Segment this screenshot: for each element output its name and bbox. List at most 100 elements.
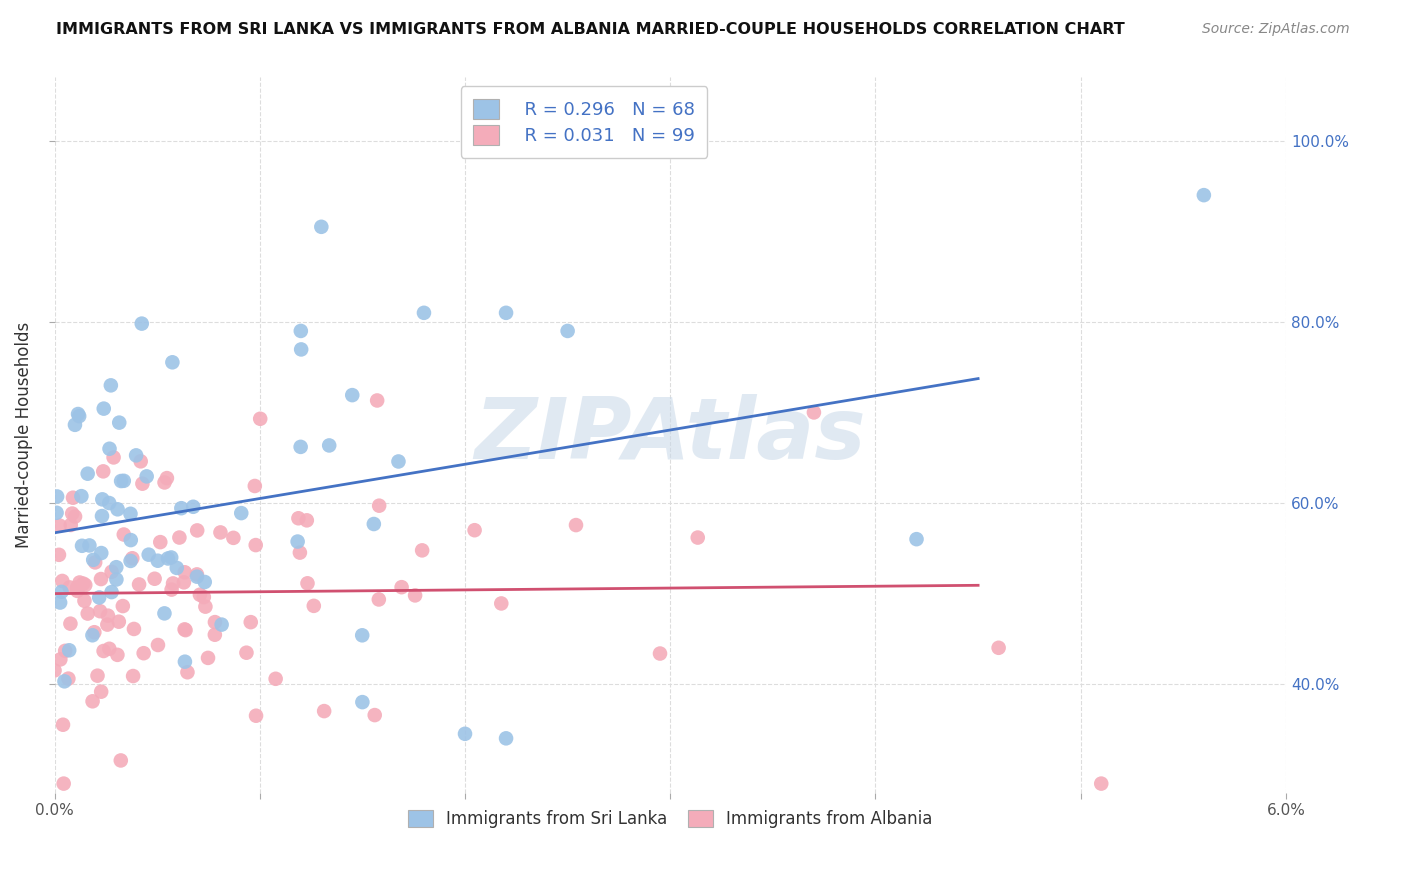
Point xyxy=(91,492,114,507)
Text: Source: ZipAtlas.com: Source: ZipAtlas.com xyxy=(1202,22,1350,37)
Point xyxy=(146,554,169,568)
Point xyxy=(69,575,91,590)
Point xyxy=(138,548,160,562)
Point xyxy=(82,553,104,567)
Point xyxy=(1192,188,1215,202)
Point xyxy=(367,592,389,607)
Point xyxy=(209,525,232,540)
Point xyxy=(245,708,267,723)
Point xyxy=(342,388,364,402)
Point xyxy=(146,638,169,652)
Point xyxy=(363,516,385,531)
Point xyxy=(58,643,80,657)
Point xyxy=(132,646,155,660)
Point xyxy=(231,506,253,520)
Point xyxy=(108,615,131,629)
Point xyxy=(211,617,233,632)
Point xyxy=(52,776,75,790)
Point xyxy=(66,583,89,598)
Point xyxy=(51,574,73,588)
Point xyxy=(565,518,588,533)
Point xyxy=(318,438,340,452)
Point xyxy=(156,471,179,485)
Point xyxy=(84,556,107,570)
Point xyxy=(111,599,134,613)
Point xyxy=(302,599,325,613)
Point xyxy=(368,499,391,513)
Point xyxy=(72,576,94,591)
Point xyxy=(648,647,671,661)
Point xyxy=(90,572,112,586)
Point xyxy=(120,533,142,547)
Point xyxy=(153,475,176,490)
Point xyxy=(70,489,93,503)
Point xyxy=(131,317,153,331)
Point xyxy=(91,509,114,524)
Point xyxy=(264,672,287,686)
Point xyxy=(557,324,579,338)
Legend: Immigrants from Sri Lanka, Immigrants from Albania: Immigrants from Sri Lanka, Immigrants fr… xyxy=(402,803,939,834)
Point xyxy=(58,672,80,686)
Point xyxy=(52,717,75,731)
Point xyxy=(295,513,318,527)
Point xyxy=(454,727,477,741)
Point xyxy=(112,527,135,541)
Point xyxy=(491,597,513,611)
Point xyxy=(53,644,76,658)
Point xyxy=(391,580,413,594)
Point xyxy=(352,628,374,642)
Point xyxy=(311,219,333,234)
Point xyxy=(63,417,86,432)
Point xyxy=(193,590,215,604)
Point xyxy=(53,674,76,689)
Point xyxy=(287,534,309,549)
Point xyxy=(107,502,129,516)
Y-axis label: Married-couple Households: Married-couple Households xyxy=(15,322,32,549)
Point xyxy=(194,574,217,589)
Point xyxy=(48,518,70,533)
Point xyxy=(98,442,121,456)
Point xyxy=(63,509,86,524)
Point xyxy=(83,625,105,640)
Point xyxy=(495,306,517,320)
Point xyxy=(173,566,195,580)
Point xyxy=(120,507,142,521)
Point xyxy=(86,668,108,682)
Point xyxy=(79,539,101,553)
Point xyxy=(135,469,157,483)
Point xyxy=(173,575,195,590)
Point xyxy=(314,704,336,718)
Point xyxy=(174,655,197,669)
Point xyxy=(188,588,211,602)
Point xyxy=(194,599,217,614)
Point xyxy=(76,607,98,621)
Point xyxy=(173,623,195,637)
Point xyxy=(186,569,208,583)
Point xyxy=(62,491,84,505)
Point xyxy=(803,405,825,419)
Point xyxy=(48,548,70,562)
Text: IMMIGRANTS FROM SRI LANKA VS IMMIGRANTS FROM ALBANIA MARRIED-COUPLE HOUSEHOLDS C: IMMIGRANTS FROM SRI LANKA VS IMMIGRANTS … xyxy=(56,22,1125,37)
Point xyxy=(49,596,72,610)
Point xyxy=(82,628,104,642)
Point xyxy=(169,531,191,545)
Point xyxy=(366,393,388,408)
Point xyxy=(93,401,115,416)
Point xyxy=(387,454,409,468)
Point xyxy=(162,576,184,591)
Point xyxy=(89,591,111,605)
Point xyxy=(58,581,80,595)
Point xyxy=(186,524,208,538)
Point xyxy=(100,565,122,579)
Point xyxy=(162,355,184,369)
Point xyxy=(122,669,145,683)
Point xyxy=(143,572,166,586)
Point xyxy=(413,306,436,320)
Point xyxy=(45,506,67,520)
Point xyxy=(404,588,426,602)
Point xyxy=(204,615,226,629)
Point xyxy=(121,551,143,566)
Point xyxy=(129,454,152,468)
Point xyxy=(249,411,271,425)
Point xyxy=(364,708,387,723)
